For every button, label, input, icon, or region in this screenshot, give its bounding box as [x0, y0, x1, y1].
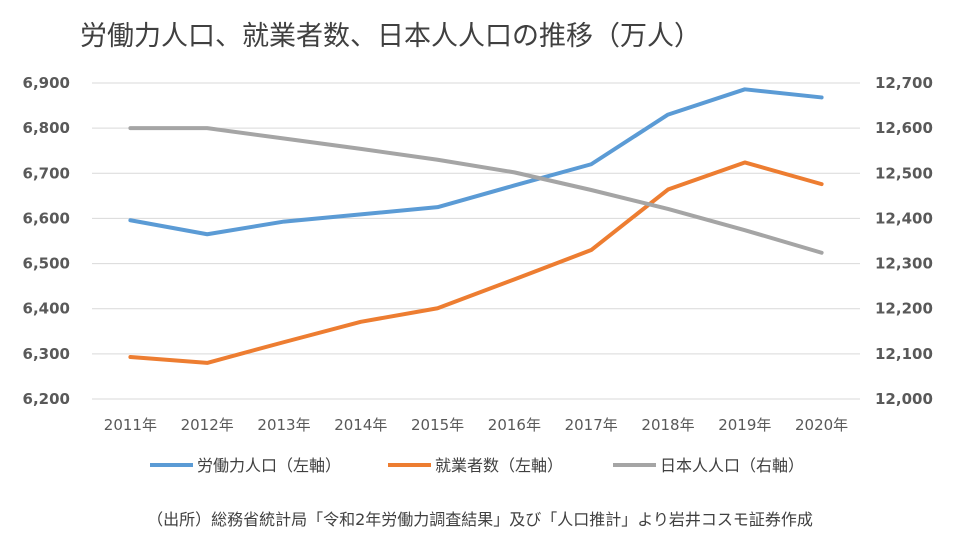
legend: 労働力人口（左軸） 就業者数（左軸） 日本人人口（右軸） — [150, 456, 804, 475]
left-tick-label: 6,500 — [23, 255, 70, 273]
right-tick-label: 12,400 — [875, 209, 933, 227]
legend-label: 日本人人口（右軸） — [660, 456, 804, 475]
x-tick-label: 2013年 — [257, 416, 310, 434]
x-tick-label: 2019年 — [718, 416, 771, 434]
series-line — [128, 126, 824, 255]
x-tick-label: 2018年 — [641, 416, 694, 434]
right-tick-label: 12,300 — [875, 255, 933, 273]
right-tick-label: 12,000 — [875, 390, 933, 408]
x-tick-label: 2016年 — [488, 416, 541, 434]
x-tick-label: 2015年 — [411, 416, 464, 434]
left-tick-label: 6,700 — [23, 164, 70, 182]
legend-label: 労働力人口（左軸） — [197, 456, 341, 475]
x-tick-label: 2012年 — [181, 416, 234, 434]
legend-label: 就業者数（左軸） — [435, 456, 563, 475]
series-line — [128, 160, 824, 365]
source-note: （出所）総務省統計局「令和2年労働力調査結果」及び「人口推計」より岩井コスモ証券… — [147, 510, 813, 529]
x-tick-label: 2020年 — [795, 416, 848, 434]
left-tick-label: 6,300 — [23, 345, 70, 363]
left-axis-ticks: 6,200 6,300 6,400 6,500 6,600 6,700 6,800 6,900 — [23, 74, 70, 408]
gridlines — [92, 82, 860, 400]
left-tick-label: 6,800 — [23, 119, 70, 137]
series-lines — [128, 87, 824, 365]
x-axis-ticks: 2011年 2012年 2013年 2014年 2015年 2016年 2017年 2018年… — [104, 416, 848, 434]
x-tick-label: 2014年 — [334, 416, 387, 434]
x-tick-label: 2011年 — [104, 416, 157, 434]
x-tick-label: 2017年 — [565, 416, 618, 434]
right-axis-ticks: 12,000 12,100 12,200 12,300 12,400 12,500 12,6… — [875, 74, 933, 408]
left-tick-label: 6,900 — [23, 74, 70, 92]
right-tick-label: 12,500 — [875, 164, 933, 182]
right-tick-label: 12,600 — [875, 119, 933, 137]
right-tick-label: 12,700 — [875, 74, 933, 92]
left-tick-label: 6,200 — [23, 390, 70, 408]
series-line — [128, 87, 824, 237]
right-tick-label: 12,100 — [875, 345, 933, 363]
chart-title: 労働力人口、就業者数、日本人人口の推移（万人） — [80, 21, 701, 52]
left-tick-label: 6,400 — [23, 300, 70, 318]
right-tick-label: 12,200 — [875, 300, 933, 318]
left-tick-label: 6,600 — [23, 209, 70, 227]
